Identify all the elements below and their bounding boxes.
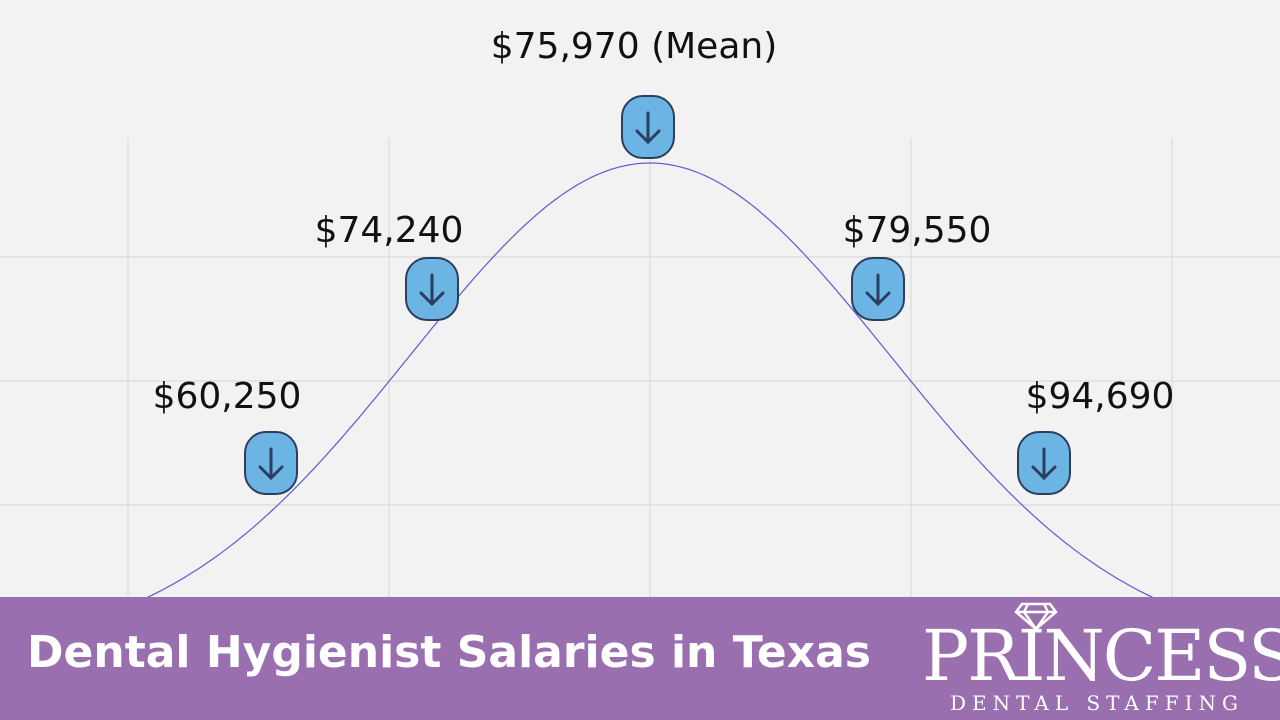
arrow-down-icon: [635, 111, 661, 145]
arrow-down-marker: [1017, 431, 1071, 495]
logo-name: PRINCESS: [922, 615, 1280, 697]
diamond-icon: [1014, 602, 1058, 631]
arrow-down-marker: [621, 95, 675, 159]
arrow-down-marker: [405, 257, 459, 321]
annotation-label: $74,240: [314, 210, 464, 251]
page-title: Dental Hygienist Salaries in Texas: [27, 627, 871, 678]
arrow-down-marker: [244, 431, 298, 495]
arrow-down-marker: [851, 257, 905, 321]
annotation-label: $94,690: [1025, 376, 1175, 417]
distribution-curve: [99, 162, 1201, 618]
annotation-label-mean: $75,970 (Mean): [490, 26, 778, 67]
logo-tagline: DENTAL STAFFING: [950, 691, 1244, 715]
annotation-label: $60,250: [152, 376, 302, 417]
arrow-down-icon: [1031, 447, 1057, 481]
arrow-down-icon: [258, 447, 284, 481]
arrow-down-icon: [419, 273, 445, 307]
princess-logo: PRINCESS DENTAL STAFFING: [922, 601, 1280, 717]
annotation-label: $79,550: [842, 210, 992, 251]
arrow-down-icon: [865, 273, 891, 307]
footer-banner: Dental Hygienist Salaries in Texas PRINC…: [0, 597, 1280, 720]
